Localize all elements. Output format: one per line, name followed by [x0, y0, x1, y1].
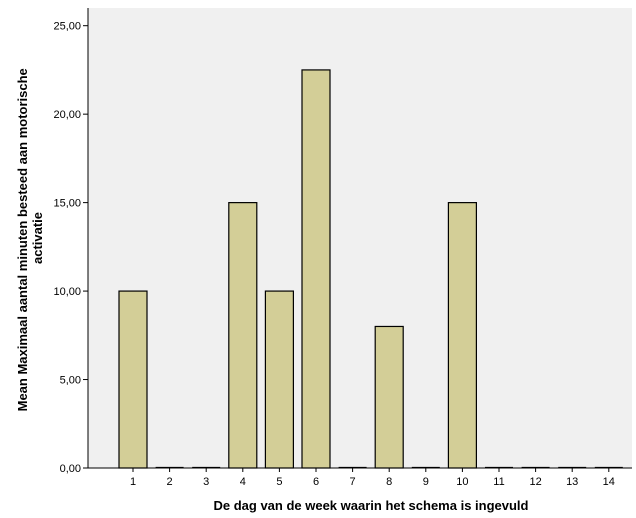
- x-tick-label-6: 6: [313, 476, 319, 488]
- y-tick-label-0: 0,00: [60, 463, 81, 475]
- bar-4: [228, 202, 258, 469]
- x-tick-label-8: 8: [386, 476, 392, 488]
- x-tick-label-2: 2: [167, 476, 173, 488]
- bar-6: [301, 69, 331, 469]
- y-tick-label-2: 10,00: [53, 286, 81, 298]
- x-tick-label-1: 1: [130, 476, 136, 488]
- x-tick-label-13: 13: [566, 476, 578, 488]
- bar-1: [118, 290, 148, 469]
- y-axis-title-line-1: Mean Maximaal aantal minuten besteed aan…: [15, 68, 30, 411]
- bar-10: [447, 202, 477, 469]
- bar-5: [264, 290, 294, 469]
- x-tick-label-3: 3: [203, 476, 209, 488]
- y-tick-label-3: 15,00: [53, 198, 81, 210]
- y-tick-label-1: 5,00: [60, 375, 81, 387]
- y-axis-title-line-2: activatie: [30, 212, 45, 264]
- y-tick-label-5: 25,00: [53, 21, 81, 33]
- x-tick-label-4: 4: [240, 476, 246, 488]
- plot-area: [88, 8, 632, 468]
- x-axis: 1 2 3 4 5 6 7 8 9 10 11 12 13 14: [88, 467, 632, 488]
- x-tick-label-10: 10: [456, 476, 468, 488]
- x-tick-label-5: 5: [276, 476, 282, 488]
- x-tick-label-11: 11: [493, 476, 504, 488]
- x-tick-label-9: 9: [423, 476, 429, 488]
- x-tick-label-14: 14: [603, 476, 615, 488]
- x-axis-title: De dag van de week waarin het schema is …: [213, 498, 528, 513]
- x-tick-label-12: 12: [529, 476, 541, 488]
- x-tick-label-7: 7: [350, 476, 356, 488]
- y-tick-label-4: 20,00: [53, 109, 81, 121]
- y-axis: 0,00 5,00 10,00 15,00 20,00 25,00: [53, 8, 89, 475]
- bars-group: [118, 69, 623, 469]
- y-axis-title: Mean Maximaal aantal minuten besteed aan…: [15, 65, 45, 412]
- bar-8: [374, 325, 404, 469]
